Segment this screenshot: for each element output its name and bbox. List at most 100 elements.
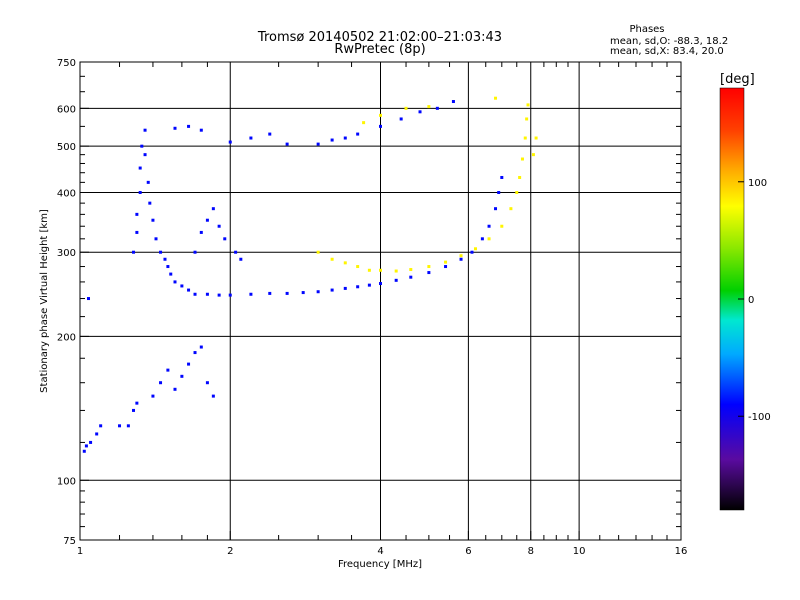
point-O <box>84 444 88 448</box>
point-X <box>531 153 535 157</box>
point-X <box>473 247 477 251</box>
point-O <box>95 432 99 436</box>
point-X <box>444 260 448 264</box>
point-O <box>379 282 382 286</box>
point-X <box>494 96 498 100</box>
point-X <box>515 190 519 194</box>
point-O <box>199 128 203 132</box>
point-O <box>166 265 170 269</box>
point-O <box>228 293 232 297</box>
y-tick-labels: 75 100 200 300 400 500 600 750 <box>57 58 89 547</box>
point-X <box>356 265 360 269</box>
colorbar-ticks: -100 0 100 <box>738 178 771 423</box>
point-X <box>523 136 527 140</box>
point-O <box>497 190 501 194</box>
point-O <box>173 280 177 284</box>
colorbar-tick-label: -100 <box>748 412 771 423</box>
point-O <box>146 180 150 184</box>
point-O <box>135 401 139 405</box>
point-X <box>509 207 513 211</box>
y-tick-label: 300 <box>57 248 76 259</box>
point-O <box>187 362 191 366</box>
point-O <box>356 285 360 289</box>
point-X <box>526 103 530 107</box>
point-X <box>362 121 366 125</box>
colorbar-tick-label: 100 <box>748 178 767 189</box>
point-O <box>285 291 289 295</box>
point-X <box>518 175 522 179</box>
point-O <box>330 288 334 292</box>
point-O <box>444 265 448 269</box>
point-O <box>173 126 177 130</box>
x-tick-label: 10 <box>573 546 586 557</box>
point-O <box>163 257 167 261</box>
point-O <box>143 153 147 157</box>
point-X <box>427 265 431 269</box>
x-axis-label: Frequency [MHz] <box>338 559 422 570</box>
point-O <box>180 284 184 288</box>
point-O <box>500 175 504 179</box>
point-O <box>316 142 320 146</box>
point-O <box>148 201 152 205</box>
point-O <box>205 218 209 222</box>
point-O <box>316 290 320 294</box>
point-O <box>249 136 253 140</box>
point-O <box>82 449 86 453</box>
point-O <box>367 283 371 287</box>
point-O <box>143 128 147 132</box>
y-axis-label: Stationary phase Virtual Height [km] <box>39 209 50 393</box>
y-tick-label: 500 <box>57 142 76 153</box>
point-O <box>140 144 144 148</box>
point-O <box>234 250 238 254</box>
point-O <box>126 424 130 428</box>
y-tick-label: 200 <box>57 332 76 343</box>
point-O <box>87 297 91 301</box>
x-tick-label: 4 <box>377 546 383 557</box>
point-X <box>487 237 491 241</box>
point-O <box>285 142 289 146</box>
chart-title: Tromsø 20140502 21:02:00–21:03:43 <box>257 30 502 45</box>
x-tick-label: 8 <box>528 546 534 557</box>
point-O <box>217 293 221 297</box>
x-tick-label: 1 <box>77 546 83 557</box>
x-tick-label: 2 <box>227 546 233 557</box>
stats-heading: Phases <box>629 24 664 35</box>
point-O <box>169 272 173 276</box>
point-O <box>379 124 382 128</box>
point-O <box>418 110 422 114</box>
point-O <box>173 387 177 391</box>
point-O <box>193 292 197 296</box>
point-O <box>193 351 197 355</box>
data-points <box>82 96 538 453</box>
point-O <box>399 117 403 121</box>
y-tick-label: 100 <box>57 476 76 487</box>
grid <box>80 62 681 540</box>
point-O <box>187 288 191 292</box>
point-X <box>404 106 408 110</box>
point-X <box>367 268 371 272</box>
point-X <box>379 113 382 117</box>
point-O <box>435 106 439 110</box>
point-X <box>525 117 529 121</box>
point-O <box>132 408 136 412</box>
point-O <box>180 374 184 378</box>
point-O <box>166 368 170 372</box>
point-O <box>154 237 158 241</box>
point-X <box>459 254 463 258</box>
point-X <box>500 224 504 228</box>
point-O <box>451 100 455 104</box>
point-O <box>217 224 221 228</box>
point-X <box>409 268 413 272</box>
colorbar-label: [deg] <box>720 72 755 87</box>
point-X <box>316 250 320 254</box>
y-tick-label: 400 <box>57 188 76 199</box>
point-O <box>159 381 163 385</box>
point-O <box>480 237 484 241</box>
point-O <box>138 190 142 194</box>
stats-line-x: mean, sd,X: 83.4, 20.0 <box>610 46 724 57</box>
x-tick-label: 6 <box>465 546 471 557</box>
point-O <box>199 345 203 349</box>
point-X <box>534 136 538 140</box>
y-tick-label: 750 <box>57 58 76 69</box>
